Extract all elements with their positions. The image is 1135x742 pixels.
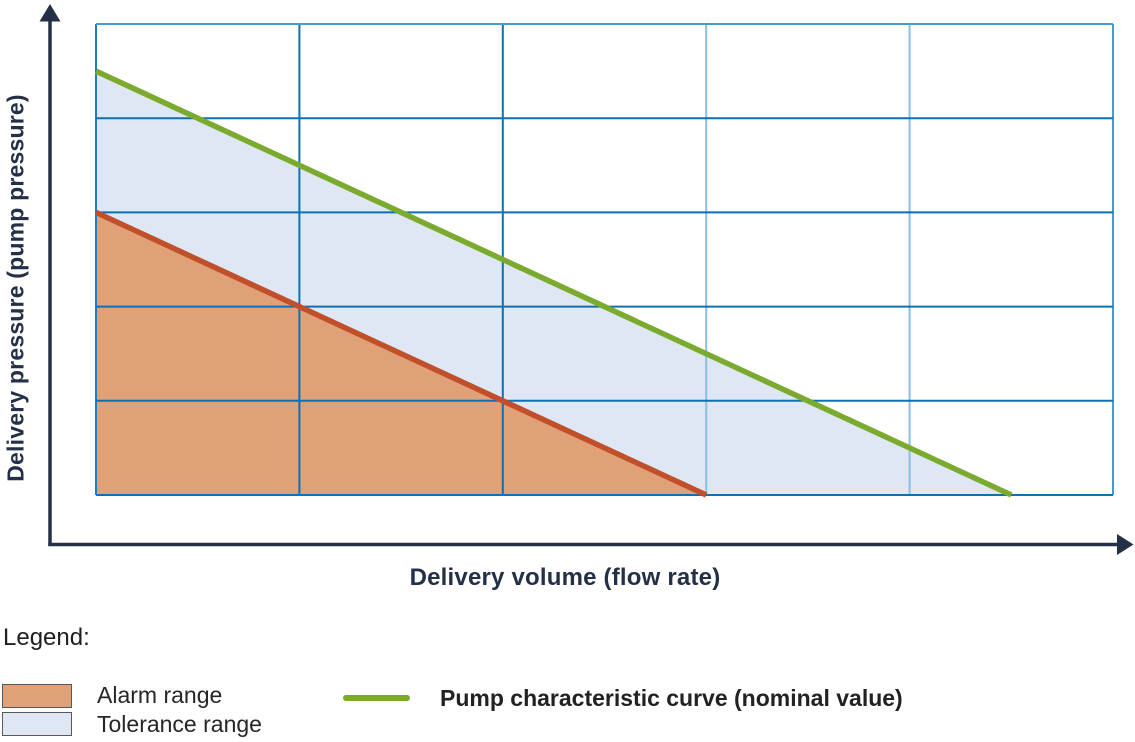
y-axis-arrowhead	[39, 4, 61, 22]
legend-title: Legend:	[3, 624, 90, 651]
pump-curve-label: Pump characteristic curve (nominal value…	[440, 685, 903, 711]
x-axis-label: Delivery volume (flow rate)	[409, 564, 721, 591]
alarm-range-label: Alarm range	[97, 682, 223, 708]
nominal-curve-line	[94, 68, 1013, 498]
tolerance-range-swatch	[2, 712, 72, 736]
pump-curve-chart	[39, 4, 1134, 555]
alarm-range-swatch	[2, 684, 72, 708]
pump-curve-swatch-line	[343, 695, 410, 701]
plot-curves	[94, 68, 1013, 498]
x-axis-arrowhead	[1117, 534, 1134, 555]
axes	[39, 4, 1134, 555]
y-axis-label: Delivery pressure (pump pressure)	[2, 94, 29, 482]
tolerance-range-label: Tolerance range	[97, 711, 262, 737]
alarm-boundary-line	[94, 209, 708, 498]
